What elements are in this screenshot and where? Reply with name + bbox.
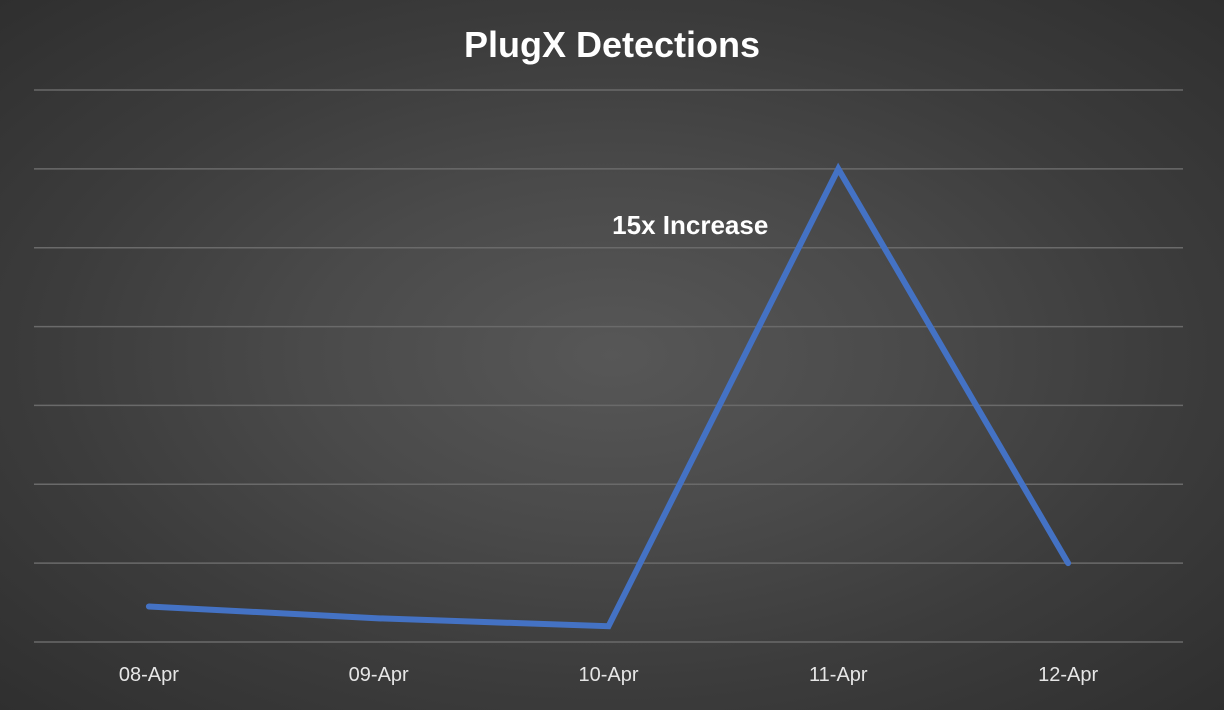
annotation-label: 15x Increase (612, 210, 768, 240)
series-line (145, 162, 1072, 630)
x-tick-label: 11-Apr (809, 664, 868, 686)
x-tick-label: 12-Apr (1038, 664, 1098, 686)
chart-title: PlugX Detections (463, 24, 761, 65)
x-tick-label: 09-Apr (349, 664, 409, 686)
x-tick-label: 08-Apr (119, 664, 179, 686)
x-tick-label: 10-Apr (578, 664, 638, 686)
